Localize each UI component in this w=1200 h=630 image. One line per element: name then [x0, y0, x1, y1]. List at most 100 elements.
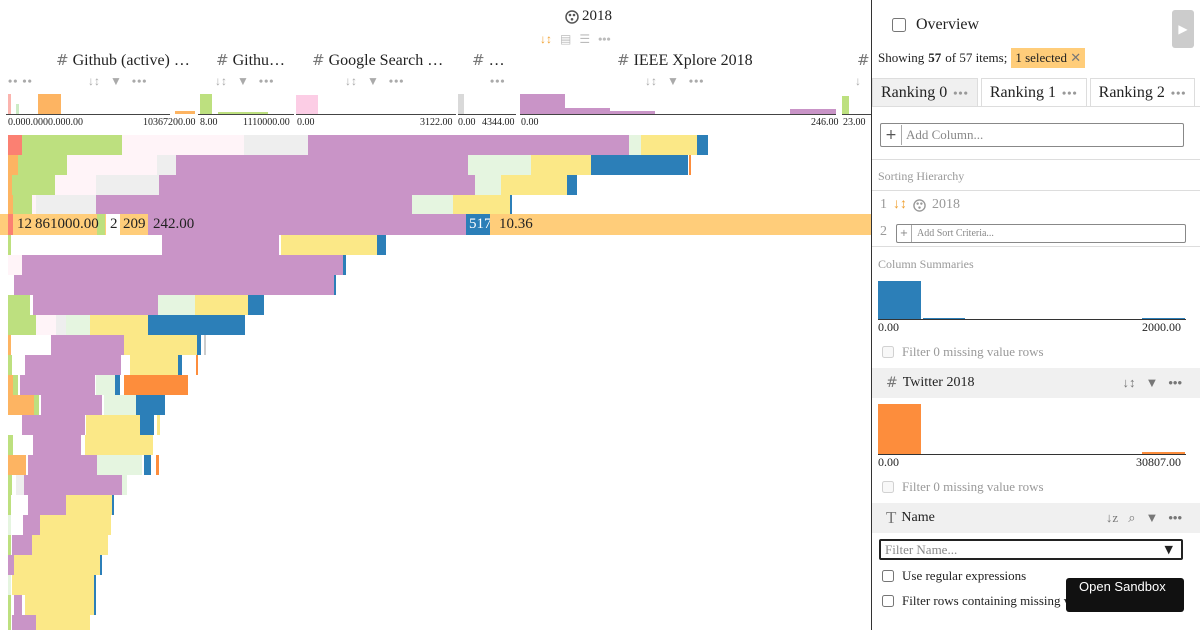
- add-column-field[interactable]: + Add Column...: [880, 123, 1184, 147]
- number-column-icon: #: [216, 51, 229, 69]
- table-row[interactable]: [0, 395, 872, 415]
- more-icon[interactable]: •••: [490, 74, 506, 88]
- overview-checkbox[interactable]: [892, 18, 906, 32]
- missing-values-checkbox[interactable]: [882, 595, 894, 607]
- filter-icon[interactable]: ▼: [1145, 375, 1159, 390]
- table-row[interactable]: [0, 175, 872, 195]
- filter-icon[interactable]: ▼: [667, 74, 679, 88]
- collapse-panel-button[interactable]: ▶: [1172, 10, 1194, 48]
- table-row[interactable]: [0, 475, 872, 495]
- column-header-github[interactable]: # Githu…: [216, 51, 292, 70]
- filter-icon[interactable]: ▼: [1145, 510, 1159, 525]
- tab-ranking-0[interactable]: Ranking 0 •••: [872, 78, 978, 107]
- table-row[interactable]: [0, 355, 872, 375]
- filter-icon[interactable]: ▼: [110, 74, 122, 88]
- more-icon[interactable]: •••: [1168, 375, 1182, 390]
- twitter-histogram: [878, 404, 1186, 454]
- table-row[interactable]: [0, 275, 872, 295]
- column-header-ieee-xplore[interactable]: # IEEE Xplore 2018: [617, 51, 777, 70]
- sort-criterion[interactable]: 1 ↓↕ 2018: [880, 197, 960, 212]
- side-panel: Overview ▶ Showing 57 of 57 items; 1 sel…: [872, 0, 1200, 630]
- filter-missing-checkbox[interactable]: [882, 346, 894, 358]
- more-icon[interactable]: •••: [598, 32, 611, 46]
- selected-row[interactable]: 12 861000.00 2 209 242.00 517 10.36: [0, 214, 872, 235]
- more-icon[interactable]: •••: [1170, 85, 1187, 100]
- selection-badge[interactable]: 1 selected ✕: [1011, 48, 1086, 68]
- sort-icon[interactable]: ↓↕: [88, 74, 100, 88]
- overview-toggle[interactable]: Overview: [892, 16, 979, 34]
- filter-missing-option[interactable]: Filter 0 missing value rows: [882, 344, 1044, 360]
- sort-icon[interactable]: ↓↕: [215, 74, 227, 88]
- checklist-icon[interactable]: ☰: [579, 32, 591, 46]
- ranking-tabs: Ranking 0 ••• Ranking 1 ••• Ranking 2 •••: [872, 78, 1198, 107]
- table-row[interactable]: [0, 435, 872, 455]
- table-row[interactable]: [0, 235, 872, 255]
- table-row[interactable]: [0, 615, 872, 630]
- filter-missing-option[interactable]: Filter 0 missing value rows: [882, 479, 1044, 495]
- table-row[interactable]: [0, 295, 872, 315]
- table-row[interactable]: [0, 135, 872, 155]
- more-icon[interactable]: •••: [388, 74, 405, 88]
- regex-option[interactable]: Use regular expressions: [882, 568, 1026, 584]
- stack-column-header[interactable]: 2018: [565, 8, 612, 25]
- more-icon[interactable]: •••: [258, 74, 275, 88]
- add-sort-criteria-field[interactable]: + Add Sort Criteria...: [896, 224, 1186, 243]
- table-row[interactable]: [0, 555, 872, 575]
- sort-icon[interactable]: ↓z: [1105, 510, 1119, 525]
- sort-icon[interactable]: ↓↕: [540, 32, 552, 46]
- layout-icon[interactable]: ▤: [560, 32, 572, 46]
- number-column-icon: #: [617, 51, 630, 69]
- table-row[interactable]: [0, 255, 872, 275]
- column-header-collapsed[interactable]: #…: [472, 51, 512, 70]
- table-row[interactable]: [0, 155, 872, 175]
- column-header-google-search[interactable]: # Google Search …: [312, 51, 448, 70]
- column-title: IEEE Xplore 2018: [633, 52, 753, 69]
- sort-icon[interactable]: ↓↕: [345, 74, 357, 88]
- name-column-summary-header: T Name ↓z ⌕ ▼ •••: [872, 503, 1200, 533]
- table-row[interactable]: [0, 575, 872, 595]
- filter-icon[interactable]: ▼: [367, 74, 379, 88]
- cell-value: 242.00: [153, 216, 195, 232]
- more-icon[interactable]: •••: [1168, 510, 1182, 525]
- chevron-down-icon[interactable]: ▼: [1164, 543, 1173, 556]
- sorting-hierarchy-label: Sorting Hierarchy: [878, 169, 965, 183]
- axis-tick-label: 0.00: [878, 455, 899, 469]
- table-row[interactable]: [0, 375, 872, 395]
- search-icon[interactable]: ⌕: [1128, 510, 1136, 525]
- sort-icon[interactable]: ↓↕: [645, 74, 657, 88]
- filter-name-input[interactable]: Filter Name... ▼: [879, 539, 1183, 560]
- sort-icon[interactable]: ↓: [855, 74, 861, 88]
- table-row[interactable]: [0, 195, 872, 215]
- table-row[interactable]: [0, 595, 872, 615]
- more-icon[interactable]: •••: [688, 74, 705, 88]
- more-icon[interactable]: •••: [1062, 85, 1078, 100]
- filter-icon[interactable]: ▼: [237, 74, 249, 88]
- table-row[interactable]: [0, 455, 872, 475]
- more-icon[interactable]: •• ••: [8, 74, 33, 88]
- column-title: …: [488, 52, 505, 69]
- plus-icon[interactable]: +: [881, 125, 902, 145]
- table-row[interactable]: [0, 515, 872, 535]
- axis-tick-label: 8.00: [200, 117, 218, 128]
- column-header-github-active[interactable]: # Github (active) …: [56, 51, 192, 70]
- open-sandbox-button[interactable]: Open Sandbox: [1066, 578, 1184, 612]
- number-column-icon: #: [857, 51, 870, 69]
- table-row[interactable]: [0, 415, 872, 435]
- plus-icon[interactable]: +: [897, 225, 912, 242]
- sort-icon[interactable]: ↓↕: [1122, 375, 1136, 390]
- axis-tick-label: 246.00: [811, 117, 839, 128]
- tab-ranking-1[interactable]: Ranking 1 •••: [980, 78, 1087, 107]
- missing-values-option[interactable]: Filter rows containing missing values: [882, 593, 1097, 609]
- table-row[interactable]: [0, 535, 872, 555]
- more-icon[interactable]: •••: [131, 74, 148, 88]
- cell-value: 12: [17, 216, 32, 232]
- column-header-partial[interactable]: #: [857, 51, 872, 70]
- regex-checkbox[interactable]: [882, 570, 894, 582]
- table-row[interactable]: [0, 335, 872, 355]
- more-icon[interactable]: •••: [953, 85, 969, 100]
- tab-ranking-2[interactable]: Ranking 2 •••: [1089, 78, 1196, 107]
- table-row[interactable]: [0, 495, 872, 515]
- close-icon[interactable]: ✕: [1070, 51, 1082, 66]
- table-row[interactable]: [0, 315, 872, 335]
- filter-missing-checkbox[interactable]: [882, 481, 894, 493]
